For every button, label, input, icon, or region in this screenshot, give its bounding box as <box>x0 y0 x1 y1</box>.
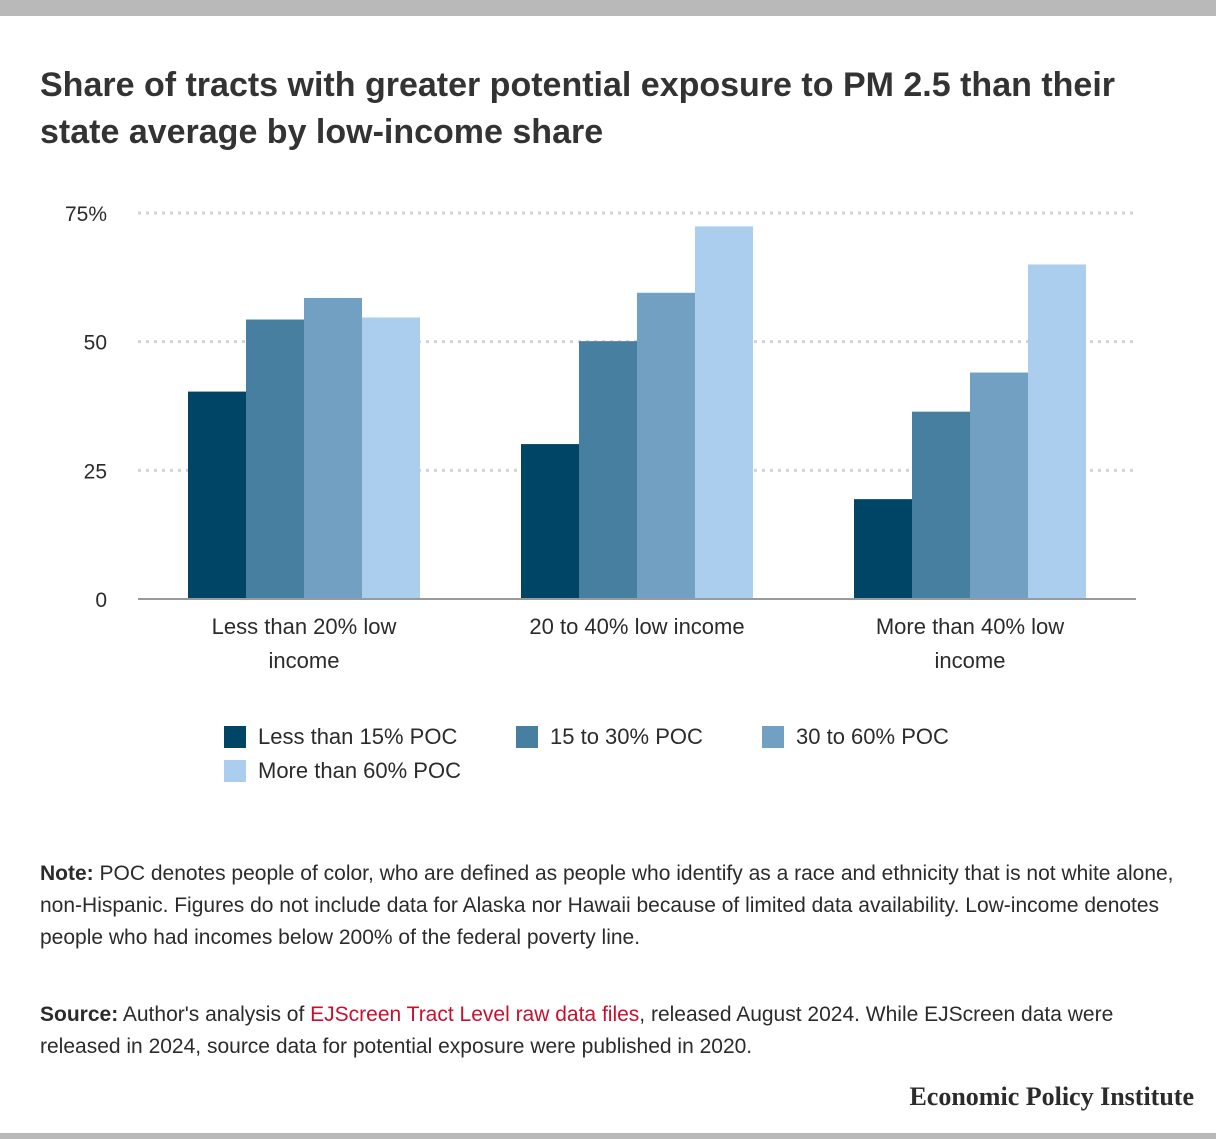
bar <box>912 411 970 599</box>
source-text-after: , released August 2024. While EJScreen d… <box>40 1003 1114 1058</box>
chart-source: Source: Author's analysis of EJScreen Tr… <box>40 999 1180 1063</box>
legend-item: More than 60% POC <box>224 758 516 783</box>
legend-swatch <box>224 726 246 748</box>
legend-label: 15 to 30% POC <box>550 724 703 749</box>
y-tick-label: 25 <box>84 460 107 483</box>
legend-item: 30 to 60% POC <box>762 724 1002 749</box>
y-tick-label: 75% <box>65 203 107 226</box>
source-lead: Source: <box>40 1003 119 1026</box>
chart-title: Share of tracts with greater potential e… <box>40 66 1116 151</box>
legend-label: Less than 15% POC <box>258 724 458 749</box>
x-tick-label: More than 40% low income <box>876 614 1064 673</box>
source-text-before: Author's analysis of <box>118 1003 311 1026</box>
bar <box>854 499 912 599</box>
legend-label: 30 to 60% POC <box>796 724 949 749</box>
legend-label: More than 60% POC <box>258 758 461 783</box>
bar <box>188 391 246 599</box>
bar <box>304 297 362 599</box>
bar-chart: 0 25 50 75% Less than 20% low income 20 to 40%… <box>65 203 1136 673</box>
x-tick-label: 20 to 40% low income <box>529 614 744 639</box>
top-border <box>0 0 1216 16</box>
y-tick-label: 50 <box>84 332 107 355</box>
legend-swatch <box>762 726 784 748</box>
bottom-border <box>0 1133 1216 1139</box>
bar <box>695 226 753 599</box>
source-link[interactable]: EJScreen Tract Level raw data files <box>310 1003 640 1026</box>
bar <box>246 319 304 599</box>
bar <box>362 317 420 599</box>
legend-item: 15 to 30% POC <box>516 724 762 749</box>
bar <box>637 292 695 599</box>
legend-swatch <box>516 726 538 748</box>
x-tick-label: Less than 20% low income <box>212 614 397 673</box>
bar <box>1028 264 1086 599</box>
y-tick-label: 0 <box>95 589 107 612</box>
brand-logo: Economic Policy Institute <box>909 1082 1194 1111</box>
note-lead: Note: <box>40 862 94 885</box>
bar <box>970 372 1028 599</box>
legend-swatch <box>224 760 246 782</box>
bar <box>579 341 637 599</box>
bar <box>521 444 579 599</box>
note-text: POC denotes people of color, who are def… <box>40 862 1174 949</box>
chart-note: Note: POC denotes people of color, who a… <box>40 858 1180 954</box>
chart-legend: Less than 15% POC 15 to 30% POC 30 to 60% … <box>224 724 1024 783</box>
legend-item: Less than 15% POC <box>224 724 516 749</box>
